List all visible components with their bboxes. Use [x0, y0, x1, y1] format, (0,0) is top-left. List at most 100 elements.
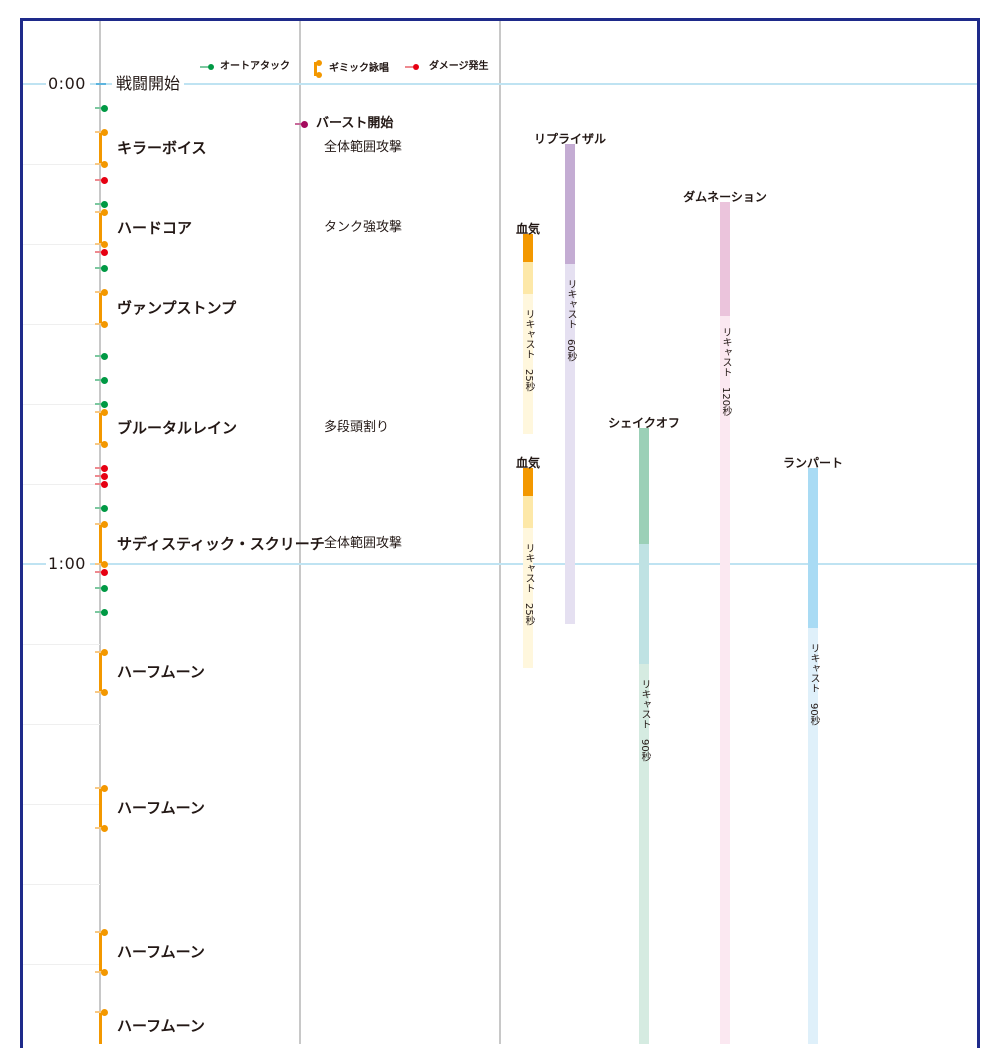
- grid-line: [23, 404, 100, 405]
- legend-damage-label: ダメージ発生: [429, 61, 489, 72]
- cooldown-recast-label: リキャスト 90秒: [808, 642, 819, 726]
- auto-attack-marker-tick: [95, 379, 102, 381]
- cooldown-active-segment: [565, 144, 575, 264]
- legend-damage: ダメージ発生: [405, 60, 489, 74]
- cooldown-recast-label: リキャスト 25秒: [523, 308, 534, 392]
- cooldown-active-segment: [523, 468, 533, 496]
- cast-bracket-icon: [311, 60, 322, 78]
- cast-end-tick: [95, 827, 102, 829]
- cooldown-recast-segment: [523, 528, 533, 668]
- cast-bracket: [99, 212, 102, 244]
- cast-note: 全体範囲攻撃: [324, 140, 403, 155]
- damage-marker-tick: [95, 251, 102, 253]
- grid-line: [23, 164, 100, 165]
- auto-attack-marker-tick: [95, 267, 102, 269]
- cooldown-name: シェイクオフ: [608, 416, 680, 430]
- cast-end-tick: [95, 971, 102, 973]
- cast-name: ハードコア: [117, 219, 193, 237]
- auto-attack-marker-tick: [95, 507, 102, 509]
- auto-attack-marker-dot: [101, 504, 108, 512]
- auto-attack-marker-tick: [95, 355, 102, 357]
- cast-start-dot: [101, 648, 108, 656]
- cooldown-name: ランパート: [782, 456, 844, 470]
- minute-line: [23, 563, 977, 565]
- damage-marker-tick: [95, 571, 102, 573]
- cast-end-tick: [95, 563, 102, 565]
- legend-gimmick-cast: ギミック詠唱: [311, 60, 389, 78]
- cooldown-recast-segment: [523, 294, 533, 434]
- cast-end-tick: [95, 443, 102, 445]
- cooldown-name: リプライザル: [533, 132, 607, 146]
- cast-start-dot: [101, 288, 108, 296]
- cooldown-name: 血気: [515, 456, 541, 470]
- column-divider-cooldowns: [499, 21, 501, 1044]
- auto-attack-marker-tick: [95, 403, 102, 405]
- auto-attack-marker-dot: [101, 200, 108, 208]
- cast-name: ヴァンプストンプ: [117, 299, 237, 317]
- grid-line: [23, 804, 100, 805]
- auto-attack-marker-tick: [95, 587, 102, 589]
- cast-note: 多段頭割り: [324, 420, 390, 435]
- auto-attack-marker-dot: [101, 104, 108, 112]
- cast-end-dot: [101, 320, 108, 328]
- timeline-frame: [20, 18, 980, 1048]
- damage-marker-tick: [95, 179, 102, 181]
- damage-marker-dot: [101, 248, 108, 256]
- legend-auto-attack-label: オートアタック: [220, 61, 290, 72]
- cooldown-active-segment: [523, 234, 533, 262]
- cooldown-recast-label: リキャスト 25秒: [523, 542, 534, 626]
- cooldown-recast-label: リキャスト 120秒: [720, 327, 731, 417]
- damage-marker-tick: [95, 475, 102, 477]
- minute-label: 0:00: [46, 75, 90, 93]
- cast-name: ハーフムーン: [117, 663, 205, 681]
- cast-start-dot: [101, 784, 108, 792]
- burst-tick: [295, 123, 303, 125]
- cooldown-recast-label: リキャスト 60秒: [565, 278, 576, 362]
- damage-marker-dot: [101, 480, 108, 488]
- cast-bracket: [99, 652, 102, 692]
- grid-line: [23, 884, 100, 885]
- cooldown-active-segment: [720, 202, 730, 316]
- auto-attack-marker-dot: [101, 400, 108, 408]
- legend-gimmick-cast-label: ギミック詠唱: [329, 63, 389, 74]
- cast-name: ハーフムーン: [117, 799, 205, 817]
- grid-line: [23, 244, 100, 245]
- burst-dot: [301, 120, 308, 128]
- damage-dot-icon: [413, 64, 419, 70]
- cooldown-secondary-segment: [523, 262, 533, 294]
- auto-attack-marker-dot: [101, 264, 108, 272]
- cooldown-active-segment: [808, 468, 818, 628]
- cast-end-dot: [101, 968, 108, 976]
- auto-attack-dot-icon: [208, 64, 214, 70]
- minute-label: 1:00: [46, 555, 90, 573]
- cast-start-tick: [95, 1011, 102, 1013]
- cast-name: ハーフムーン: [117, 943, 205, 961]
- cast-end-tick: [95, 243, 102, 245]
- cast-start-dot: [101, 208, 108, 216]
- cooldown-bar: リキャスト 60秒: [565, 144, 576, 624]
- burst-start-label: バースト開始: [316, 116, 394, 131]
- minute-line: [23, 83, 977, 85]
- auto-attack-marker-dot: [101, 376, 108, 384]
- cooldown-recast-segment: [639, 664, 649, 1044]
- cast-end-dot: [101, 560, 108, 568]
- cast-bracket: [99, 292, 102, 324]
- cooldown-bar: リキャスト 120秒: [720, 202, 731, 1044]
- cast-bracket: [99, 788, 102, 828]
- cooldown-bar: リキャスト 25秒: [523, 234, 534, 434]
- legend-auto-attack: オートアタック: [200, 60, 290, 74]
- cooldown-recast-segment: [808, 628, 818, 1044]
- cast-start-dot: [101, 408, 108, 416]
- grid-line: [23, 484, 100, 485]
- cast-end-tick: [95, 691, 102, 693]
- cast-start-tick: [95, 291, 102, 293]
- grid-line: [23, 644, 100, 645]
- cast-end-dot: [101, 160, 108, 168]
- cooldown-recast-label: リキャスト 90秒: [639, 678, 650, 762]
- damage-marker-dot: [101, 472, 108, 480]
- damage-marker-tick: [95, 483, 102, 485]
- cooldown-secondary-segment: [639, 544, 649, 664]
- grid-line: [23, 324, 100, 325]
- grid-line: [23, 724, 100, 725]
